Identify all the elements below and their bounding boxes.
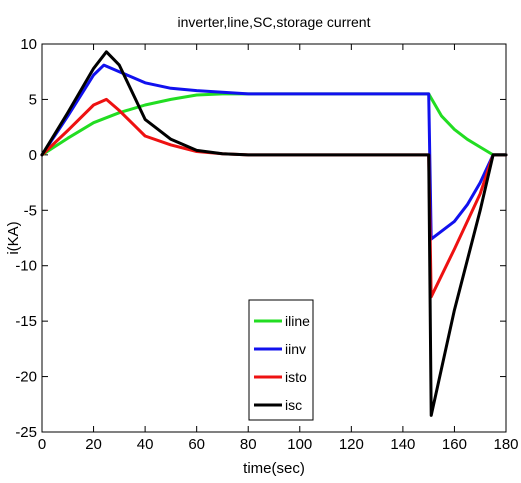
- legend-label-isto: isto: [285, 369, 307, 385]
- chart-title: inverter,line,SC,storage current: [178, 14, 371, 30]
- y-tick-label: -25: [15, 424, 37, 441]
- x-tick-label: 0: [38, 436, 46, 453]
- series-line-isto: [40, 97, 508, 299]
- x-axis-label: time(sec): [243, 460, 305, 477]
- x-tick-label: 60: [188, 436, 205, 453]
- y-tick-label: -20: [15, 369, 37, 386]
- legend-label-iinv: iinv: [285, 341, 306, 357]
- x-tick-label: 40: [137, 436, 154, 453]
- legend: iline iinv isto isc: [248, 299, 314, 421]
- y-tick-label: -10: [15, 258, 37, 275]
- series-layer: [40, 50, 508, 417]
- plot-frame: [41, 43, 507, 433]
- x-tick-label: 80: [240, 436, 257, 453]
- x-tick-label: 160: [442, 436, 467, 453]
- legend-label-isc: isc: [285, 397, 302, 413]
- x-tick-label: 120: [339, 436, 364, 453]
- y-tick-label: -15: [15, 313, 37, 330]
- legend-label-iline: iline: [285, 313, 310, 329]
- x-tick-label: 180: [493, 436, 518, 453]
- y-tick-label: 10: [20, 36, 37, 53]
- series-line-isc: [40, 50, 508, 417]
- series-line-iinv: [40, 63, 508, 241]
- y-tick-label: 5: [29, 91, 37, 108]
- x-tick-label: 100: [287, 436, 312, 453]
- y-tick-label: 0: [29, 147, 37, 164]
- x-tick-label: 140: [390, 436, 415, 453]
- ticks-layer: 0 20 40 60 80 100 120 140 160 180 10 5 0 -5 -10 -15 -20 -…: [15, 36, 518, 453]
- y-tick-label: -5: [24, 202, 37, 219]
- x-tick-label: 20: [85, 436, 102, 453]
- y-axis-label: i(KA): [5, 221, 22, 254]
